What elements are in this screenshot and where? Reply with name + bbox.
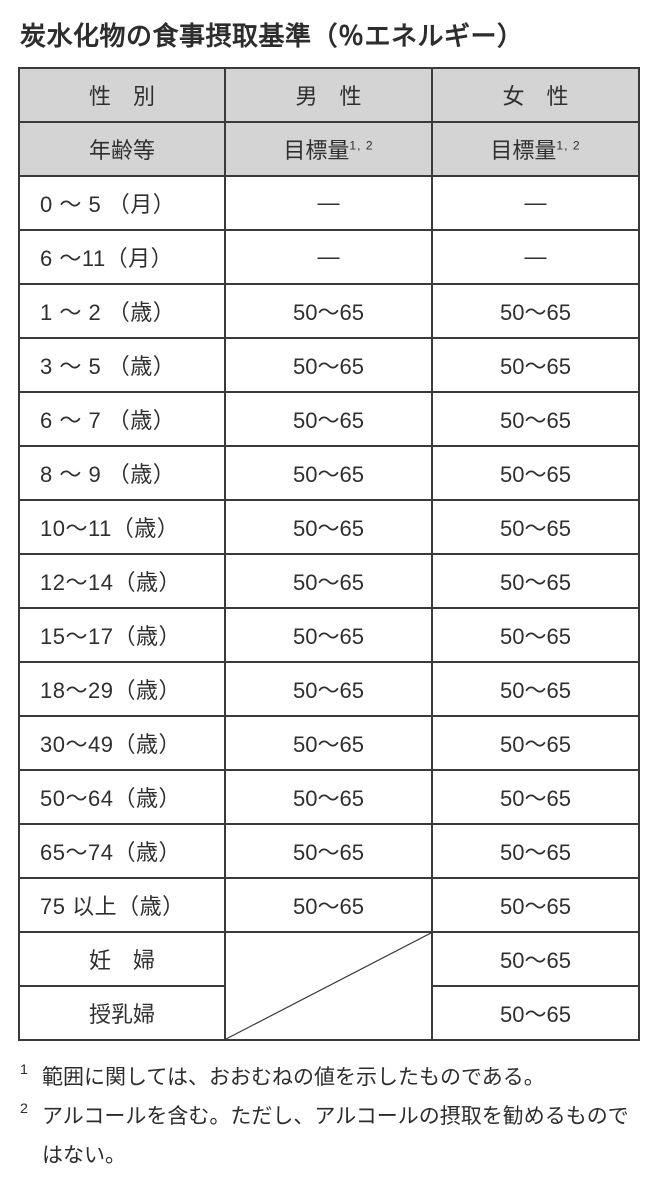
- age-cell: 30〜49（歳）: [19, 716, 225, 770]
- male-value: 50〜65: [225, 608, 432, 662]
- table-row: 10〜11（歳）50〜6550〜65: [19, 500, 639, 554]
- male-value: 50〜65: [225, 392, 432, 446]
- female-value: 50〜65: [432, 716, 639, 770]
- male-value: 50〜65: [225, 446, 432, 500]
- age-cell: 8 〜 9 （歳）: [19, 446, 225, 500]
- female-value: 50〜65: [432, 608, 639, 662]
- footnote-2: 2 アルコールを含む。ただし、アルコールの摂取を勧めるものではない。: [20, 1098, 646, 1176]
- age-cell: 3 〜 5 （歳）: [19, 338, 225, 392]
- female-value: 50〜65: [432, 392, 639, 446]
- header-target-female: 目標量1, 2: [432, 122, 639, 176]
- male-value: 50〜65: [225, 500, 432, 554]
- table-row: 妊 婦 50〜65: [19, 932, 639, 986]
- male-value: ―: [225, 176, 432, 230]
- male-value: 50〜65: [225, 824, 432, 878]
- header-female: 女 性: [432, 68, 639, 122]
- female-value: 50〜65: [432, 446, 639, 500]
- table-row: 12〜14（歳）50〜6550〜65: [19, 554, 639, 608]
- female-value: 50〜65: [432, 338, 639, 392]
- male-value: 50〜65: [225, 554, 432, 608]
- table-row: 65〜74（歳）50〜6550〜65: [19, 824, 639, 878]
- intake-table: 性 別 男 性 女 性 年齢等 目標量1, 2 目標量1, 2 0 〜 5 （月…: [18, 67, 640, 1041]
- age-cell: 18〜29（歳）: [19, 662, 225, 716]
- age-cell: 6 〜11（月）: [19, 230, 225, 284]
- table-row: 75 以上（歳）50〜6550〜65: [19, 878, 639, 932]
- table-head: 性 別 男 性 女 性 年齢等 目標量1, 2 目標量1, 2: [19, 68, 639, 176]
- age-cell: 0 〜 5 （月）: [19, 176, 225, 230]
- footnotes: 1 範囲に関しては、おおむねの値を示したものである。 2 アルコールを含む。ただ…: [20, 1059, 646, 1176]
- female-value: 50〜65: [432, 824, 639, 878]
- age-cell: 妊 婦: [19, 932, 225, 986]
- table-row: 6 〜 7 （歳）50〜6550〜65: [19, 392, 639, 446]
- page-title: 炭水化物の食事摂取基準（％エネルギー）: [20, 16, 646, 53]
- table-row: 6 〜11（月）――: [19, 230, 639, 284]
- age-cell: 65〜74（歳）: [19, 824, 225, 878]
- female-value: 50〜65: [432, 986, 639, 1040]
- male-value: 50〜65: [225, 878, 432, 932]
- male-value: 50〜65: [225, 662, 432, 716]
- table-row: 30〜49（歳）50〜6550〜65: [19, 716, 639, 770]
- age-cell: 75 以上（歳）: [19, 878, 225, 932]
- table-row: 50〜64（歳）50〜6550〜65: [19, 770, 639, 824]
- age-cell: 6 〜 7 （歳）: [19, 392, 225, 446]
- male-value: ―: [225, 230, 432, 284]
- female-value: 50〜65: [432, 770, 639, 824]
- female-value: 50〜65: [432, 932, 639, 986]
- age-cell: 10〜11（歳）: [19, 500, 225, 554]
- female-value: ―: [432, 230, 639, 284]
- male-value: 50〜65: [225, 284, 432, 338]
- female-value: 50〜65: [432, 284, 639, 338]
- female-value: 50〜65: [432, 878, 639, 932]
- table-row: 0 〜 5 （月）――: [19, 176, 639, 230]
- table-row: 3 〜 5 （歳）50〜6550〜65: [19, 338, 639, 392]
- footnote-1: 1 範囲に関しては、おおむねの値を示したものである。: [20, 1059, 646, 1098]
- table-body: 0 〜 5 （月）――6 〜11（月）――1 〜 2 （歳）50〜6550〜65…: [19, 176, 639, 1040]
- female-value: 50〜65: [432, 662, 639, 716]
- male-value: 50〜65: [225, 338, 432, 392]
- male-value: 50〜65: [225, 716, 432, 770]
- female-value: ―: [432, 176, 639, 230]
- table-row: 1 〜 2 （歳）50〜6550〜65: [19, 284, 639, 338]
- table-row: 15〜17（歳）50〜6550〜65: [19, 608, 639, 662]
- age-cell: 12〜14（歳）: [19, 554, 225, 608]
- header-target-male: 目標量1, 2: [225, 122, 432, 176]
- female-value: 50〜65: [432, 500, 639, 554]
- age-cell: 1 〜 2 （歳）: [19, 284, 225, 338]
- header-sex: 性 別: [19, 68, 225, 122]
- table-row: 8 〜 9 （歳）50〜6550〜65: [19, 446, 639, 500]
- header-male: 男 性: [225, 68, 432, 122]
- male-value: 50〜65: [225, 770, 432, 824]
- header-age: 年齢等: [19, 122, 225, 176]
- age-cell: 授乳婦: [19, 986, 225, 1040]
- table-row: 18〜29（歳）50〜6550〜65: [19, 662, 639, 716]
- age-cell: 50〜64（歳）: [19, 770, 225, 824]
- female-value: 50〜65: [432, 554, 639, 608]
- male-na-diagonal: [225, 932, 432, 1040]
- age-cell: 15〜17（歳）: [19, 608, 225, 662]
